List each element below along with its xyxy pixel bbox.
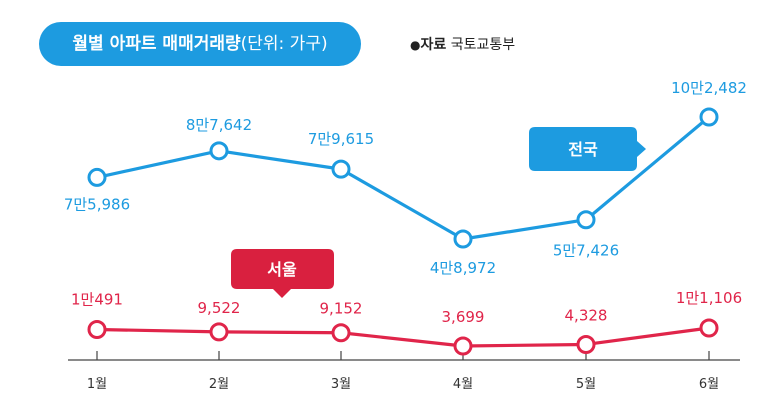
seoul-line: [96, 326, 710, 348]
x-tick-label: 6월: [699, 377, 719, 392]
national-point: [453, 229, 473, 249]
bullet-icon: ●: [410, 38, 421, 52]
seoul-callout-badge: [231, 249, 334, 298]
chart-unit: (단위: 가구): [240, 34, 328, 54]
national-series-label: 전국: [568, 140, 598, 159]
seoul-series-label: 서울: [267, 260, 297, 279]
x-tick-label: 5월: [576, 377, 596, 392]
x-tick-label: 4월: [453, 377, 473, 392]
source-label: 자료: [420, 37, 447, 53]
national-point: [87, 167, 107, 187]
x-tick-label: 3월: [331, 377, 351, 392]
seoul-point: [576, 334, 596, 354]
national-point: [209, 141, 229, 161]
seoul-data-label: 4,328: [565, 306, 608, 324]
national-point: [576, 210, 596, 230]
national-data-label: 4만8,972: [430, 259, 496, 277]
national-callout-badge: [529, 127, 646, 171]
x-tick-label: 1월: [87, 377, 107, 392]
national-data-label: 7만5,986: [64, 195, 130, 213]
national-line: [96, 115, 711, 241]
national-data-label: 8만7,642: [186, 116, 252, 134]
source-note: ●자료 국토교통부: [410, 34, 515, 54]
seoul-point: [699, 318, 719, 338]
seoul-data-label: 9,522: [198, 299, 241, 317]
chart-title-pill: 월별 아파트 매매거래량(단위: 가구): [39, 22, 361, 66]
chart-title: 월별 아파트 매매거래량: [72, 34, 241, 54]
seoul-data-label: 9,152: [320, 300, 363, 318]
seoul-data-label: 1만1,106: [676, 289, 742, 307]
seoul-data-label: 3,699: [442, 308, 485, 326]
national-point: [699, 107, 719, 127]
national-data-label: 7만9,615: [308, 130, 374, 148]
seoul-point: [331, 323, 351, 343]
x-tick-label: 2월: [209, 377, 229, 392]
seoul-data-label: 1만491: [71, 290, 123, 308]
seoul-point: [87, 319, 107, 339]
source-value: 국토교통부: [450, 37, 516, 53]
national-point: [331, 159, 351, 179]
national-data-label: 5만7,426: [553, 242, 619, 260]
seoul-point: [453, 336, 473, 356]
seoul-point: [209, 322, 229, 342]
national-data-label: 10만2,482: [671, 79, 747, 97]
